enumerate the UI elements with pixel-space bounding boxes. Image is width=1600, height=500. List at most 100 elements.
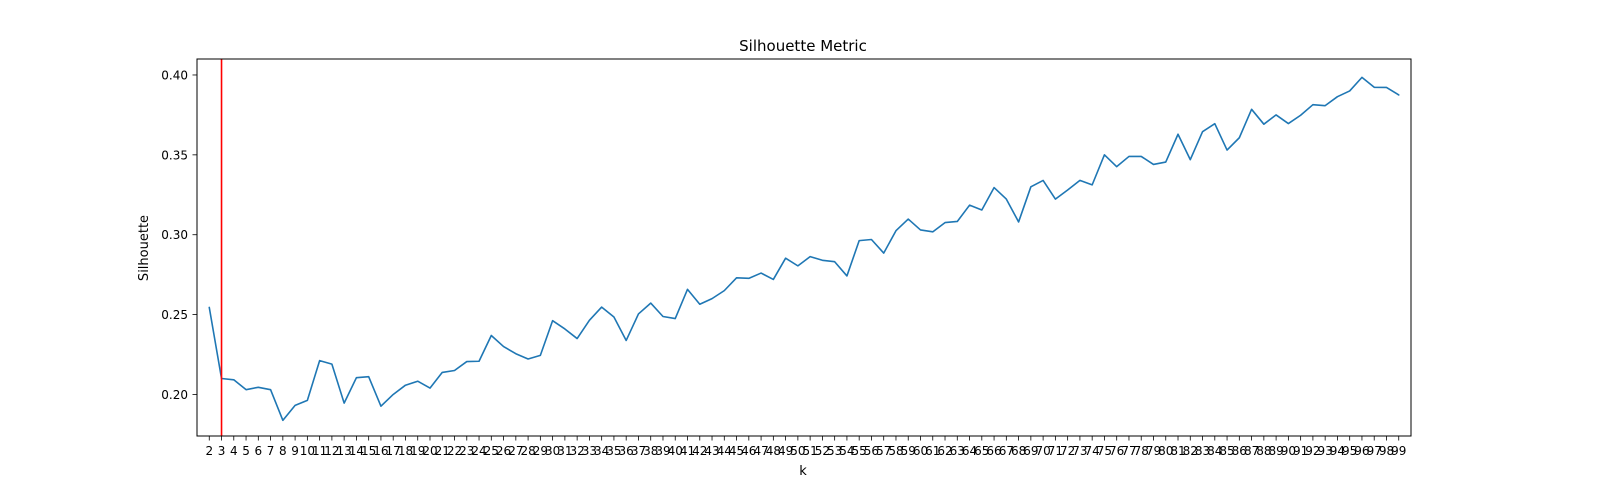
x-tick-label: 43	[704, 444, 719, 458]
x-tick-label: 4	[230, 444, 238, 458]
series-line-0	[208, 76, 1400, 422]
x-tick-label: 58	[888, 444, 903, 458]
axes: 2 3 4 5 6 7 8 9 10111213141516171819202122232425…	[161, 58, 1412, 458]
x-tick-label: 77	[1121, 444, 1136, 458]
x-tick-label: 99	[1391, 444, 1406, 458]
x-tick-label: 66	[986, 444, 1001, 458]
plot-area	[208, 59, 1400, 436]
x-tick-label: 72	[1060, 444, 1075, 458]
x-tick-label: 3	[218, 444, 226, 458]
x-tick-label: 81	[1170, 444, 1185, 458]
x-tick-label: 40	[668, 444, 683, 458]
x-tick-label: 80	[1158, 444, 1173, 458]
x-tick-label: 78	[1134, 444, 1149, 458]
y-axis-label: Silhouette	[137, 215, 152, 281]
x-tick-label: 20	[422, 444, 437, 458]
x-tick-label: 95	[1342, 444, 1357, 458]
x-tick-label: 70	[1035, 444, 1050, 458]
x-tick-label: 42	[692, 444, 707, 458]
x-tick-label: 19	[410, 444, 425, 458]
plot-frame	[196, 58, 1412, 437]
x-tick-label: 31	[557, 444, 572, 458]
x-tick-label: 83	[1195, 444, 1210, 458]
x-tick-label: 38	[643, 444, 658, 458]
x-tick-label: 71	[1048, 444, 1063, 458]
x-tick-label: 29	[533, 444, 548, 458]
x-tick-label: 30	[545, 444, 560, 458]
x-tick-label: 87	[1244, 444, 1259, 458]
x-tick-label: 33	[582, 444, 597, 458]
x-tick-label: 5	[242, 444, 250, 458]
x-tick-label: 35	[606, 444, 621, 458]
x-tick-label: 46	[741, 444, 756, 458]
x-tick-label: 13	[337, 444, 352, 458]
x-tick-label: 54	[839, 444, 854, 458]
y-tick-label: 0.35	[161, 148, 188, 162]
x-tick-label: 28	[520, 444, 535, 458]
x-tick-label: 45	[729, 444, 744, 458]
x-tick-label: 16	[373, 444, 388, 458]
x-tick-label: 52	[815, 444, 830, 458]
x-tick-label: 74	[1085, 444, 1100, 458]
x-axis-label: k	[799, 464, 807, 479]
x-tick-label: 14	[349, 444, 364, 458]
x-tick-label: 88	[1256, 444, 1271, 458]
x-tick-label: 84	[1207, 444, 1222, 458]
x-tick-label: 55	[852, 444, 867, 458]
x-tick-label: 44	[717, 444, 732, 458]
x-tick-label: 34	[594, 444, 609, 458]
y-tick-label: 0.30	[161, 228, 188, 242]
x-tick-label: 76	[1109, 444, 1124, 458]
x-tick-label: 9	[291, 444, 299, 458]
x-tick-label: 61	[925, 444, 940, 458]
x-tick-label: 50	[790, 444, 805, 458]
x-tick-label: 68	[1011, 444, 1026, 458]
x-tick-label: 18	[398, 444, 413, 458]
x-tick-label: 36	[619, 444, 634, 458]
x-tick-label: 79	[1146, 444, 1161, 458]
x-tick-label: 47	[753, 444, 768, 458]
x-tick-label: 65	[974, 444, 989, 458]
x-tick-label: 10	[300, 444, 315, 458]
x-tick-label: 57	[876, 444, 891, 458]
x-tick-label: 17	[386, 444, 401, 458]
x-tick-label: 91	[1293, 444, 1308, 458]
x-tick-label: 37	[631, 444, 646, 458]
x-tick-label: 69	[1023, 444, 1038, 458]
x-tick-label: 26	[496, 444, 511, 458]
x-tick-label: 53	[827, 444, 842, 458]
x-tick-label: 25	[484, 444, 499, 458]
x-tick-label: 51	[802, 444, 817, 458]
y-tick-label: 0.25	[161, 308, 188, 322]
x-tick-label: 24	[471, 444, 486, 458]
x-tick-label: 97	[1367, 444, 1382, 458]
y-tick-label: 0.20	[161, 388, 188, 402]
x-tick-label: 12	[324, 444, 339, 458]
x-tick-label: 41	[680, 444, 695, 458]
x-tick-label: 75	[1097, 444, 1112, 458]
x-tick-label: 98	[1379, 444, 1394, 458]
x-tick-label: 67	[999, 444, 1014, 458]
x-tick-label: 60	[913, 444, 928, 458]
chart-title: Silhouette Metric	[739, 37, 867, 55]
x-tick-label: 21	[435, 444, 450, 458]
x-tick-label: 92	[1305, 444, 1320, 458]
x-tick-label: 15	[361, 444, 376, 458]
x-tick-label: 8	[279, 444, 287, 458]
x-tick-label: 49	[778, 444, 793, 458]
x-tick-label: 23	[459, 444, 474, 458]
x-tick-label: 96	[1354, 444, 1369, 458]
x-tick-label: 22	[447, 444, 462, 458]
x-tick-label: 39	[655, 444, 670, 458]
x-tick-label: 27	[508, 444, 523, 458]
y-tick-label: 0.40	[161, 68, 188, 82]
x-tick-label: 64	[962, 444, 977, 458]
x-tick-label: 93	[1318, 444, 1333, 458]
x-tick-label: 56	[864, 444, 879, 458]
x-tick-label: 90	[1281, 444, 1296, 458]
x-tick-label: 73	[1072, 444, 1087, 458]
x-tick-label: 62	[937, 444, 952, 458]
x-tick-label: 2	[205, 444, 213, 458]
x-tick-label: 63	[950, 444, 965, 458]
